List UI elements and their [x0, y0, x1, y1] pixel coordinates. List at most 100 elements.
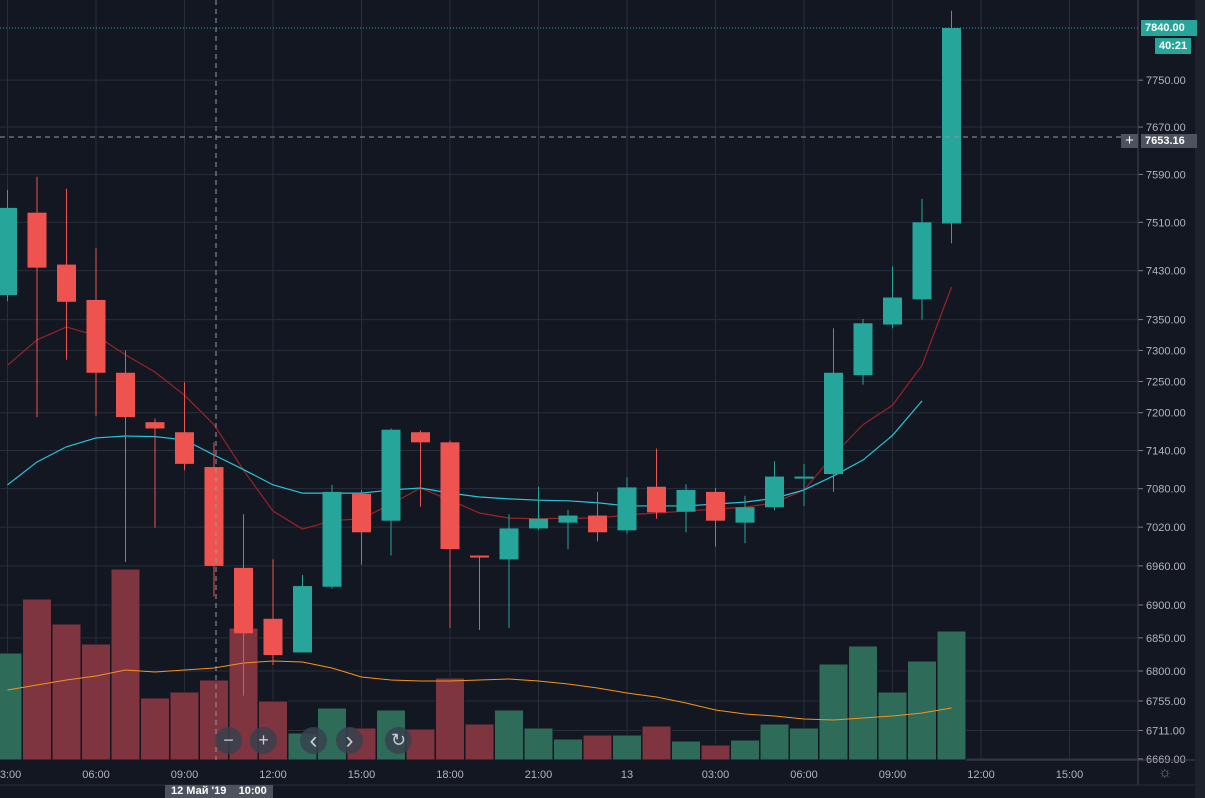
price-tick-label: 7670.00: [1146, 122, 1186, 134]
volume-bar: [553, 738, 583, 761]
time-tick-label: 03:00: [0, 769, 21, 781]
candle-body: [86, 299, 106, 373]
time-tick-label: 09:00: [171, 769, 199, 781]
price-tick-label: 6850.00: [1146, 633, 1186, 645]
volume-bar: [464, 723, 495, 761]
price-tick-label: 7020.00: [1146, 522, 1186, 534]
candle: [145, 418, 165, 528]
volume-bar: [110, 568, 141, 761]
volume-bar: [523, 727, 554, 761]
bar-countdown-label: 40:21: [1155, 38, 1192, 54]
volume-bar: [936, 630, 967, 761]
candle-body: [0, 207, 17, 296]
candle: [735, 495, 755, 544]
candle-body: [735, 507, 755, 523]
volume-bar: [759, 723, 790, 761]
volume-bar: [51, 623, 82, 761]
volume-bar: [700, 744, 731, 761]
last-price-label: 7840.00: [1141, 20, 1197, 36]
ma-slow-line: [7, 400, 923, 507]
settings-gear-icon[interactable]: ☼: [1158, 764, 1172, 781]
candle: [175, 382, 194, 471]
volume-bar: [0, 652, 23, 761]
price-tick-label: 6800.00: [1146, 666, 1186, 678]
candle-body: [647, 486, 666, 513]
volume-bar: [140, 697, 170, 761]
reset-icon: ↻: [390, 730, 407, 750]
volume-bar: [435, 677, 465, 761]
candle-body: [263, 618, 283, 656]
candle: [411, 430, 430, 507]
candle: [706, 488, 725, 547]
reset-chart-button[interactable]: ↻: [385, 727, 412, 754]
volume-ma-line: [7, 660, 952, 721]
price-tick-label: 7200.00: [1146, 408, 1186, 420]
candle-body: [588, 515, 607, 533]
candle: [765, 461, 784, 511]
candle-body: [558, 515, 578, 523]
scrollbar: [1195, 0, 1205, 798]
candle: [617, 477, 637, 534]
candle: [470, 555, 489, 630]
price-tick-label: 6755.00: [1146, 696, 1186, 708]
crosshair-time: 10:00: [238, 785, 267, 797]
candle-body: [352, 493, 371, 533]
crosshair-date: 12 Май '19: [171, 785, 227, 797]
price-tick-label: 7300.00: [1146, 345, 1186, 357]
candle-body: [145, 422, 165, 429]
time-tick-label: 03:00: [702, 769, 730, 781]
time-tick-label: 15:00: [348, 769, 376, 781]
candle: [529, 486, 548, 530]
candle-body: [381, 429, 401, 521]
volume-bar: [494, 709, 524, 761]
time-tick-label: 09:00: [879, 769, 907, 781]
time-tick-label: 15:00: [1056, 769, 1084, 781]
price-tick-label: 7140.00: [1146, 446, 1186, 458]
volume-bar: [582, 734, 613, 761]
candle: [676, 484, 696, 533]
time-tick-label: 18:00: [436, 769, 464, 781]
candle: [794, 463, 814, 506]
zoom-in-button[interactable]: +: [250, 727, 277, 754]
time-tick-label: 12:00: [967, 769, 995, 781]
candle: [853, 318, 873, 385]
candle-body: [853, 323, 873, 376]
scroll-right-button[interactable]: ›: [336, 727, 363, 754]
volume-bar: [877, 691, 908, 761]
candle-body: [883, 297, 902, 325]
zoom-out-button[interactable]: −: [215, 727, 242, 754]
candle: [57, 188, 76, 360]
candle-body: [411, 432, 430, 443]
volume-bar: [730, 739, 760, 761]
candle: [824, 328, 843, 492]
candle: [647, 448, 666, 519]
candle: [234, 514, 253, 696]
candle: [381, 428, 401, 556]
candle: [588, 491, 607, 542]
volume-bar: [789, 727, 819, 761]
candle: [116, 350, 135, 563]
candle: [27, 176, 47, 418]
candle: [942, 10, 961, 244]
candle: [0, 189, 17, 302]
candle-body: [322, 491, 342, 587]
candle-body: [116, 372, 135, 418]
chevron-right-icon: ›: [345, 726, 354, 754]
candle-body: [824, 372, 843, 475]
add-alert-plus-button[interactable]: +: [1121, 133, 1138, 148]
candle: [204, 442, 224, 597]
scroll-left-button[interactable]: ‹: [300, 727, 327, 754]
price-tick-label: 7430.00: [1146, 266, 1186, 278]
time-tick-label: 13: [621, 769, 633, 781]
candle-body: [912, 222, 932, 300]
volume-bar: [612, 734, 642, 761]
crosshair-price-label: 7653.16: [1141, 134, 1197, 148]
minus-icon: −: [223, 730, 234, 750]
candle-body: [27, 212, 47, 268]
candle-body: [529, 518, 548, 529]
crosshair-time-label: 12 Май '19 10:00: [165, 785, 273, 798]
candle-body: [499, 528, 519, 560]
volume-bar: [22, 598, 52, 761]
candle-body: [175, 432, 194, 464]
